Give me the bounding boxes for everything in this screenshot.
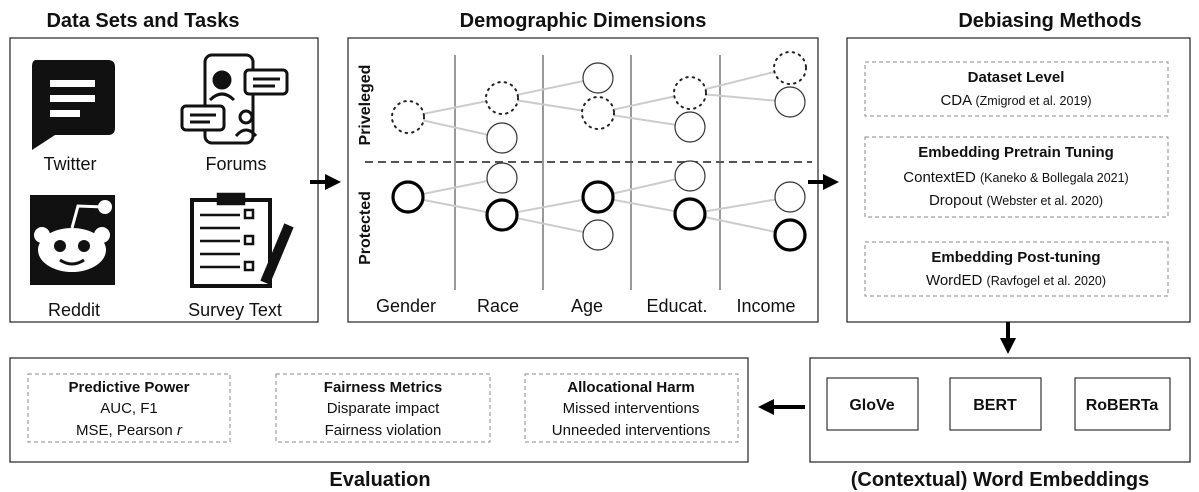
method: Dropout	[929, 192, 983, 209]
panel-title: Data Sets and Tasks	[46, 10, 239, 32]
metric-line: Missed interventions	[563, 400, 700, 417]
metric-line: AUC, F1	[100, 400, 158, 417]
metric-line: Unneeded interventions	[552, 422, 710, 439]
column-label: Income	[736, 296, 795, 316]
method-group	[864, 61, 1169, 117]
citation: (Webster et al. 2020)	[987, 194, 1104, 208]
metric-line: MSE, Pearson r	[76, 422, 183, 439]
forums-icon	[180, 53, 289, 145]
model-box	[826, 377, 919, 431]
method-line: CDA (Zmigrod et al. 2019)	[940, 92, 1091, 109]
panel-title: Evaluation	[329, 469, 430, 491]
metric-symbol: r	[177, 422, 183, 439]
method-line: ContextED (Kaneko & Bollegala 2021)	[903, 169, 1128, 186]
method: ContextED	[903, 169, 976, 186]
citation: (Kaneko & Bollegala 2021)	[980, 171, 1129, 185]
citation: (Zmigrod et al. 2019)	[975, 94, 1091, 108]
metric: MSE, Pearson	[76, 422, 173, 439]
connections	[407, 67, 791, 236]
model-box	[949, 377, 1042, 431]
metric-line: Disparate impact	[327, 400, 440, 417]
metric-group	[27, 373, 231, 443]
panel-title: (Contextual) Word Embeddings	[851, 469, 1150, 491]
method: CDA	[940, 92, 972, 109]
group-title: Embedding Post-tuning	[931, 249, 1100, 266]
column-label: Educat.	[646, 296, 707, 316]
item-label: Twitter	[43, 154, 96, 174]
model-label: RoBERTa	[1086, 397, 1159, 414]
metric-group	[275, 373, 491, 443]
citation: (Ravfogel et al. 2020)	[987, 274, 1107, 288]
row-label: Protected	[357, 191, 374, 265]
item-label: Forums	[205, 154, 266, 174]
group-title: Dataset Level	[968, 69, 1065, 86]
column-label: Race	[477, 296, 519, 316]
panel-title: Demographic Dimensions	[460, 10, 707, 32]
item-label: Survey Text	[188, 300, 282, 320]
group-title: Allocational Harm	[567, 379, 695, 396]
method-group	[864, 136, 1169, 218]
group-title: Fairness Metrics	[324, 379, 442, 396]
model-box	[1074, 377, 1171, 431]
twitter-icon	[32, 60, 115, 150]
survey-icon	[190, 192, 294, 288]
metric-group	[524, 373, 739, 443]
group-title: Predictive Power	[69, 379, 190, 396]
panel-title: Debiasing Methods	[958, 10, 1141, 32]
method-group	[864, 241, 1169, 297]
method-line: WordED (Ravfogel et al. 2020)	[926, 272, 1106, 289]
group-title: Embedding Pretrain Tuning	[918, 144, 1114, 161]
model-label: GloVe	[849, 397, 894, 414]
item-label: Reddit	[48, 300, 100, 320]
group-circles	[391, 51, 807, 252]
demographics-panel	[347, 37, 819, 323]
row-label: Priveleged	[357, 65, 374, 146]
column-label: Age	[571, 296, 603, 316]
separators	[365, 55, 812, 290]
reddit-icon	[30, 195, 115, 285]
model-label: BERT	[973, 397, 1017, 414]
method-line: Dropout (Webster et al. 2020)	[929, 192, 1103, 209]
metric-line: Fairness violation	[325, 422, 442, 439]
method: WordED	[926, 272, 983, 289]
column-label: Gender	[376, 296, 436, 316]
